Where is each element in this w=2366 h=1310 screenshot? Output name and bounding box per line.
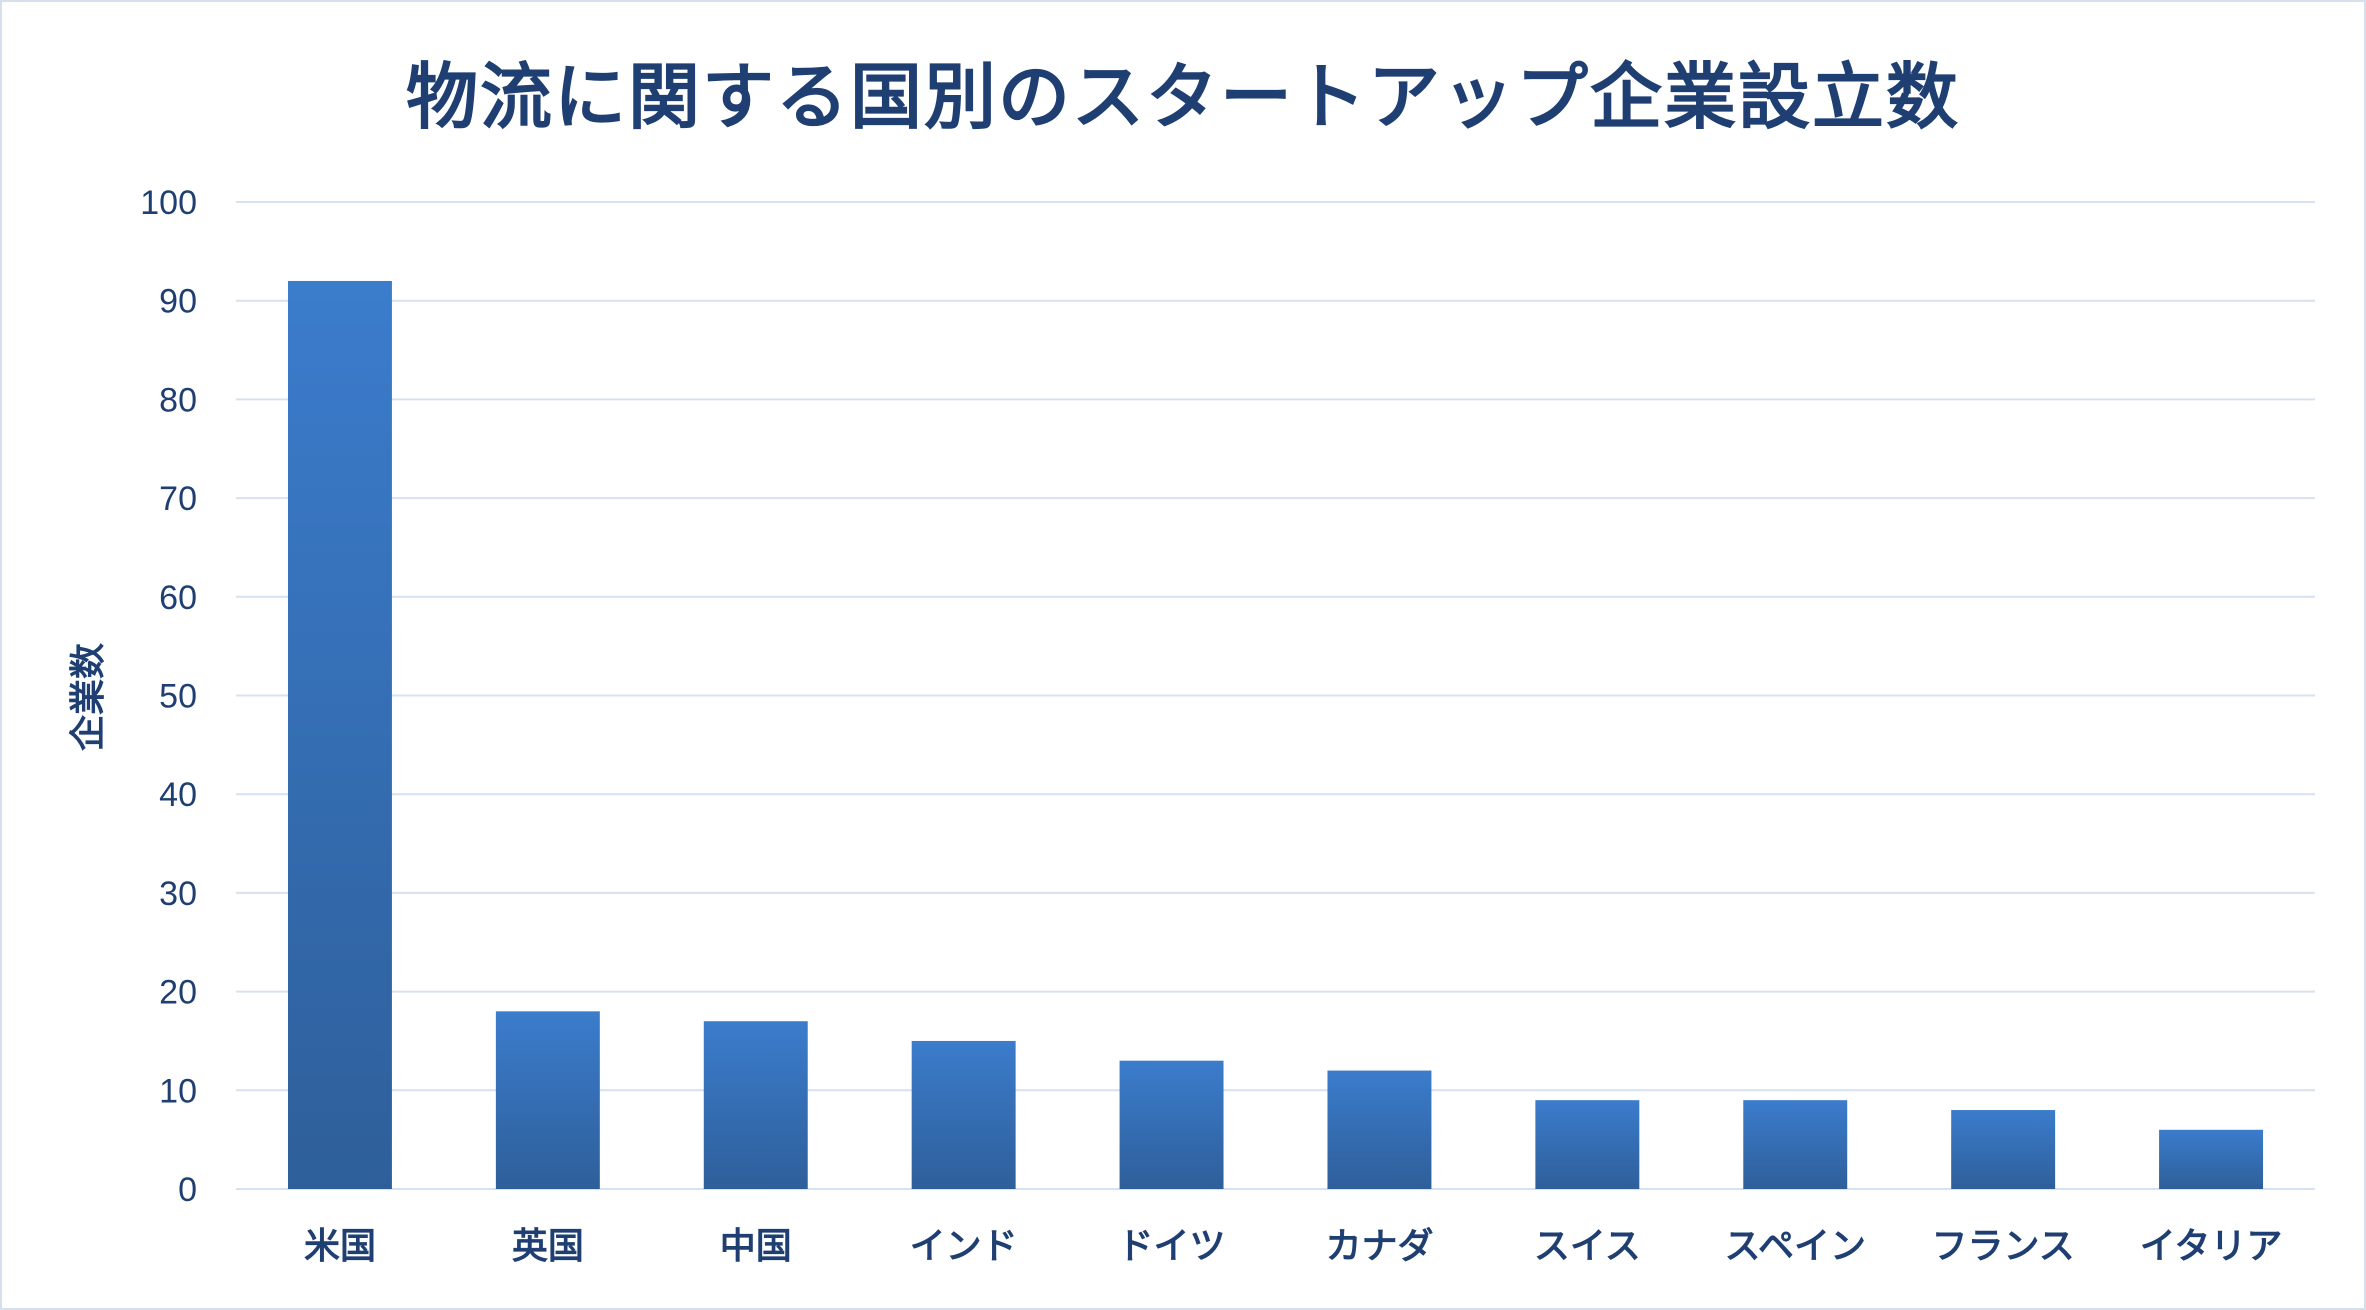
y-tick-label: 70 [159, 480, 197, 518]
x-category-label: ドイツ [1118, 1226, 1226, 1267]
y-tick-label: 30 [159, 875, 197, 913]
x-category-label: 中国 [720, 1226, 792, 1267]
bar-6 [1327, 1070, 1432, 1189]
y-tick-label: 0 [178, 1171, 197, 1209]
bar-2 [495, 1011, 600, 1189]
x-category-label: イタリア [2140, 1226, 2283, 1267]
y-tick-label: 20 [159, 974, 197, 1012]
x-category-label: インド [910, 1226, 1018, 1267]
x-category-label: 米国 [304, 1226, 376, 1267]
y-axis-ticks: 0 10 20 30 40 50 60 70 80 90 100 [140, 184, 197, 1209]
x-category-label: 英国 [512, 1226, 584, 1267]
gridlines [236, 201, 2315, 1190]
y-tick-label: 40 [159, 776, 197, 814]
y-tick-label: 50 [159, 678, 197, 716]
y-tick-label: 60 [159, 579, 197, 617]
y-tick-label: 90 [159, 283, 197, 321]
bar-8 [1743, 1100, 1848, 1189]
x-category-label: フランス [1932, 1226, 2075, 1267]
bar-4 [911, 1040, 1016, 1189]
y-tick-label: 80 [159, 381, 197, 419]
bar-9 [1951, 1110, 2056, 1189]
chart-title: 物流に関する国別のスタートアップ企業設立数 [405, 55, 1960, 139]
bar-5 [1119, 1060, 1224, 1189]
x-category-label: カナダ [1325, 1226, 1433, 1267]
x-category-label: スイス [1534, 1226, 1641, 1267]
x-category-label: スペイン [1725, 1226, 1866, 1267]
bars [287, 280, 2264, 1190]
bar-1 [287, 280, 392, 1190]
y-tick-label: 100 [140, 184, 197, 222]
y-tick-label: 10 [159, 1072, 197, 1110]
bar-3 [703, 1021, 808, 1189]
bar-10 [2159, 1129, 2264, 1189]
x-axis-categories: 米国 英国 中国 インド ドイツ カナダ スイス スペイン フランス イタリア [304, 1226, 2282, 1267]
bar-7 [1535, 1100, 1640, 1189]
y-axis-label: 企業数 [67, 643, 109, 751]
